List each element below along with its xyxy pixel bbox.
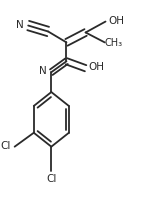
Text: Cl: Cl <box>1 141 11 151</box>
Text: OH: OH <box>109 16 125 26</box>
Text: CH₃: CH₃ <box>104 38 123 48</box>
Text: N: N <box>40 66 47 76</box>
Text: Cl: Cl <box>46 174 56 184</box>
Text: OH: OH <box>89 62 105 72</box>
Text: N: N <box>16 20 23 30</box>
